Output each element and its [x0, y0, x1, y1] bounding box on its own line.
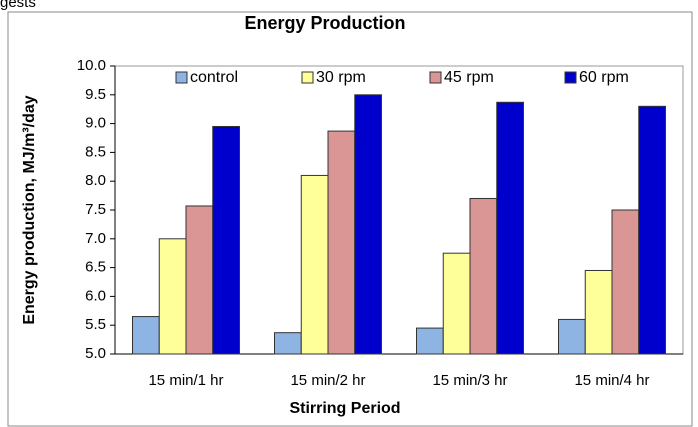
x-tick-label: 15 min/3 hr — [432, 372, 507, 389]
legend-swatch — [564, 71, 577, 84]
y-tick-label: 6.0 — [85, 287, 106, 304]
bar — [584, 269, 613, 355]
y-tick-label: 5.0 — [85, 345, 106, 362]
bar — [558, 318, 586, 355]
bar — [638, 105, 666, 355]
legend-swatch — [301, 71, 314, 84]
x-tick-label: 15 min/2 hr — [290, 372, 365, 389]
bar — [611, 209, 640, 355]
bar — [327, 130, 356, 355]
y-tick-label: 9.5 — [85, 86, 106, 103]
y-tick-label: 8.0 — [85, 172, 106, 189]
y-tick-label: 7.5 — [85, 201, 106, 218]
legend-swatch — [429, 71, 442, 84]
bar — [469, 197, 498, 355]
page-fragment: gests — [0, 0, 36, 11]
x-tick-label: 15 min/4 hr — [574, 372, 649, 389]
legend-label: 60 rpm — [579, 69, 629, 86]
y-tick-label: 8.5 — [85, 143, 106, 160]
bar — [300, 174, 329, 355]
bar — [442, 252, 471, 355]
y-tick-label: 6.5 — [85, 259, 106, 276]
bar — [496, 101, 524, 355]
bar — [274, 332, 302, 355]
x-axis-title: Stirring Period — [289, 400, 400, 417]
y-tick-label: 5.5 — [85, 316, 106, 333]
y-tick-label: 7.0 — [85, 230, 106, 247]
bar — [416, 327, 444, 355]
legend-label: 45 rpm — [444, 69, 494, 86]
y-tick-label: 9.0 — [85, 115, 106, 132]
legend-label: control — [190, 69, 238, 86]
bar — [132, 316, 160, 355]
y-tick-label: 10.0 — [77, 57, 106, 74]
x-tick-label: 15 min/1 hr — [148, 372, 223, 389]
legend-swatch — [175, 71, 188, 84]
bar — [354, 94, 382, 355]
legend-label: 30 rpm — [316, 69, 366, 86]
bar — [158, 238, 187, 355]
bar — [212, 125, 240, 355]
chart-title: Energy Production — [244, 13, 405, 33]
y-axis-title: Energy production, MJ/m³/day — [21, 95, 38, 324]
bar — [185, 205, 214, 355]
